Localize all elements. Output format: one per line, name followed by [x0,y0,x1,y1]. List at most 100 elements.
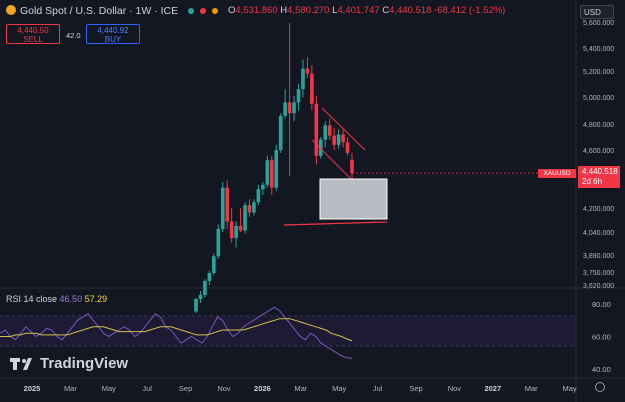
ohlc-low-label: L [332,5,338,16]
price-tick-label: 5,600.000 [583,20,614,27]
rsi-tick-label: 60.00 [592,333,611,342]
candle-body [229,221,234,239]
candle-body [278,115,283,150]
status-icon [200,8,206,14]
rsi-tick-label: 40.00 [592,365,611,374]
time-tick-label: 2026 [254,384,271,393]
price-tick-label: 3,620.000 [583,283,614,290]
candle-body [238,226,243,231]
candle-body [287,102,292,114]
candle-body [212,256,216,273]
candle-body [265,160,270,185]
time-tick-label: 2027 [484,384,501,393]
rsi-line [0,306,353,359]
tradingview-logo-icon [10,357,32,370]
price-tick-label: 4,600.000 [583,148,614,155]
ohlc-open-label: O [228,5,236,16]
currency-selector[interactable]: USD [580,5,614,19]
candle-body [341,134,345,143]
price-tick-label: 3,750.000 [583,270,614,277]
rsi-title: RSI 14 close [6,294,58,304]
time-tick-label: Sep [179,384,192,393]
candle-body [243,205,247,231]
sell-price: 4,440.50 [17,26,49,35]
price-tick-label: 5,200.000 [583,69,614,76]
candle-body [292,102,296,114]
candle-body [274,150,279,188]
candle-body [203,281,207,295]
candle-body [301,68,305,90]
ohlc-high-value: 4,580.270 [287,5,330,16]
buy-label: BUY [104,35,122,44]
time-tick-label: Mar [64,384,77,393]
price-tick-label: 3,890.000 [583,253,614,260]
rsi-legend[interactable]: RSI 14 close 46.50 57.29 [6,294,107,304]
support-line [283,221,388,226]
sell-button[interactable]: 4,440.50 SELL [6,24,60,44]
symbol-price-label: XAUUSD [538,169,576,178]
time-tick-label: 2025 [24,384,41,393]
time-tick-label: Nov [217,384,231,393]
time-tick-label: May [332,384,346,393]
candle-body [305,68,310,74]
candle-body [216,229,221,257]
last-price: 4,440.518 [582,167,618,176]
time-tick-label: Jul [142,384,152,393]
price-tick-label: 4,800.000 [583,122,614,129]
time-tick-label: May [102,384,116,393]
candle-body [332,135,336,145]
candle-body [314,103,319,156]
candle-body [261,184,265,190]
ohlc-readout: O4,531.860 H4,580.270 L4,401.747 C4,440.… [228,5,505,16]
ohlc-change: -68.412 (-1.52%) [434,5,506,16]
candle-body [220,187,225,229]
price-tick-label: 5,000.000 [583,95,614,102]
candle-body [207,273,212,281]
sell-label: SELL [23,35,43,44]
buy-price: 4,440.92 [97,26,129,35]
candle-body [336,134,341,145]
candle-body [198,295,203,299]
last-price-tag: 4,440.518 2d 6h [578,166,620,188]
candle-body [319,139,323,156]
candle-body [194,299,198,312]
tradingview-logo[interactable]: TradingView [10,355,128,372]
candle-body [323,125,328,140]
time-tick-label: Nov [448,384,462,393]
candle-body [350,159,354,174]
ohlc-open-value: 4,531.860 [235,5,278,16]
price-tick-label: 5,400.000 [583,46,614,53]
candle-body [283,102,287,116]
settings-gear-icon[interactable] [595,382,605,392]
ohlc-close-value: 4,440.518 [389,5,432,16]
price-tick-label: 4,200.000 [583,206,614,213]
currency-label: USD [584,8,601,17]
candle-body [252,202,256,213]
target-zone-box[interactable] [319,178,388,220]
symbol-title[interactable]: Gold Spot / U.S. Dollar · 1W · ICE [20,5,179,17]
market-open-icon [188,8,194,14]
rsi-ma-value: 57.29 [84,294,108,304]
channel-lower-line [311,139,357,185]
ohlc-close-label: C [382,5,390,16]
time-tick-label: Mar [294,384,307,393]
ohlc-high-label: H [280,5,288,16]
candle-body [310,73,314,104]
ohlc-low-value: 4,401.747 [337,5,380,16]
channel-upper-line [321,107,366,151]
spread-value: 42.0 [66,31,81,40]
candle-body [234,226,238,239]
time-tick-label: Mar [525,384,538,393]
candle-body [269,160,274,188]
brand-name: TradingView [40,355,129,372]
bar-countdown: 2d 6h [582,177,603,186]
rsi-value: 46.50 [59,294,83,304]
candle-body [247,205,252,213]
candle-body [345,142,350,153]
candle-body [256,189,261,203]
price-tick-label: 4,040.000 [583,230,614,237]
gold-icon [6,5,16,15]
buy-button[interactable]: 4,440.92 BUY [86,24,140,44]
